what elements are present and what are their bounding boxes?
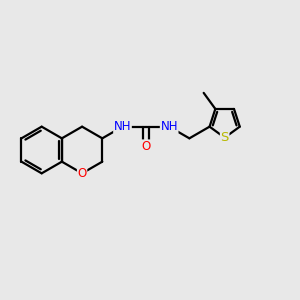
Text: O: O: [77, 167, 87, 180]
Text: NH: NH: [160, 120, 178, 133]
Text: S: S: [220, 131, 229, 144]
Text: NH: NH: [114, 120, 131, 133]
Text: O: O: [141, 140, 151, 153]
